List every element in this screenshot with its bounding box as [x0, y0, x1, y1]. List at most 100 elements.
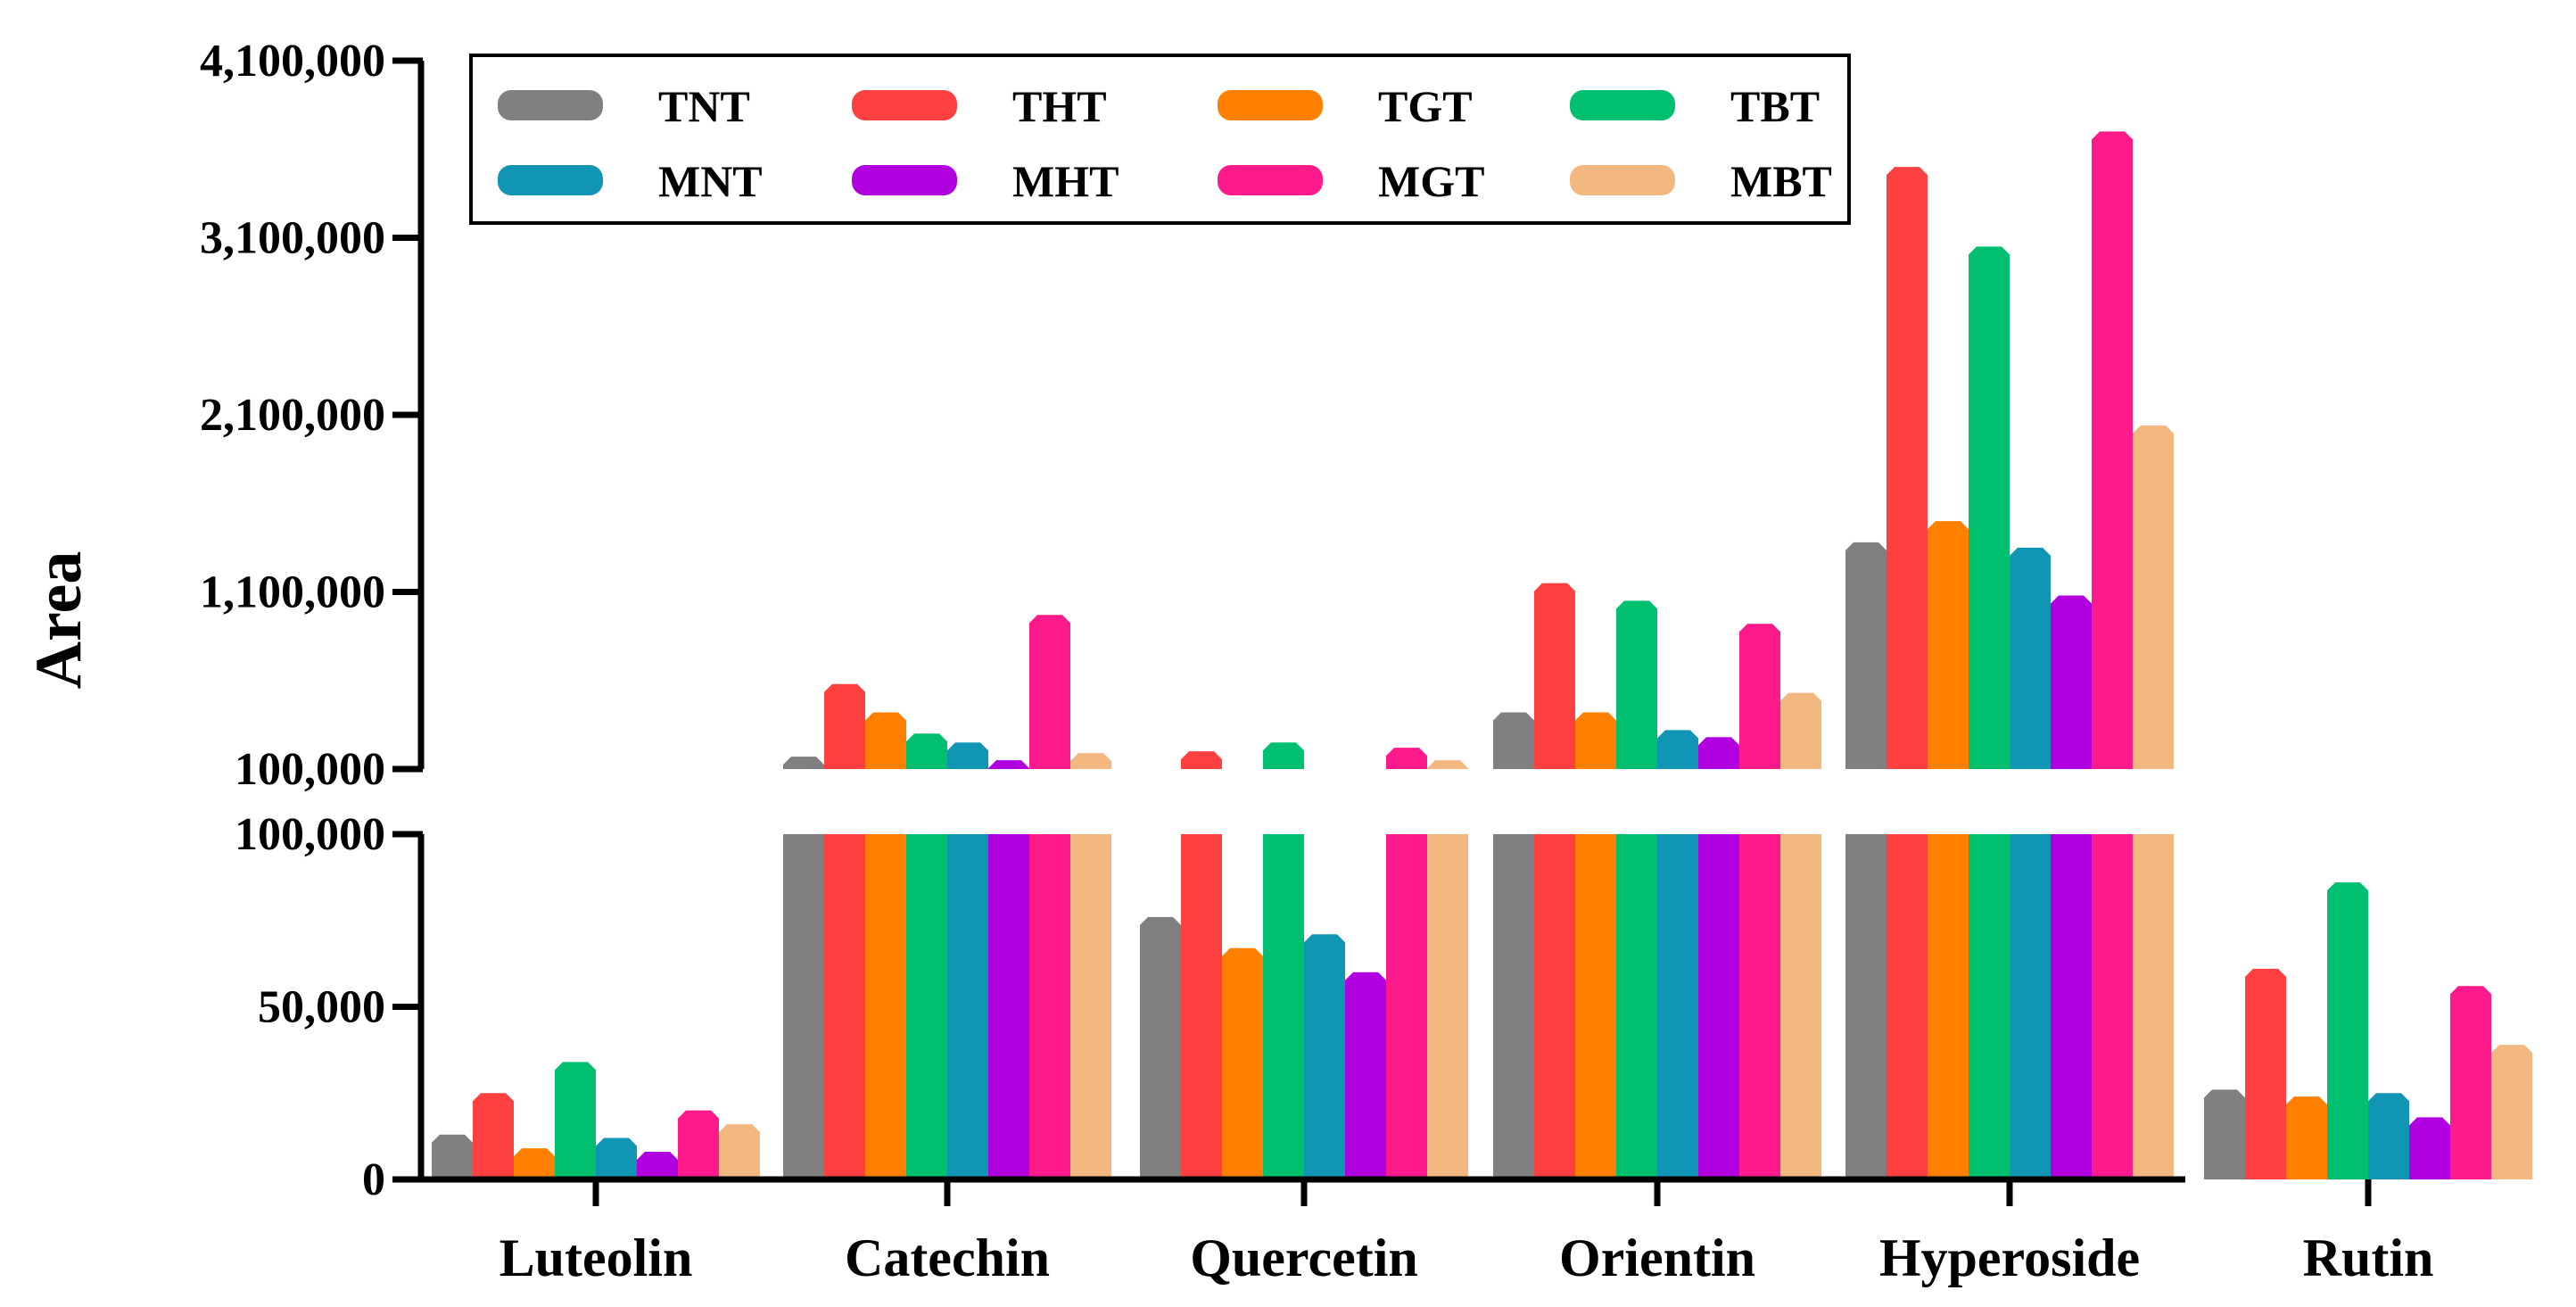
bar-orientin-mnt-lower	[1657, 834, 1698, 1179]
y-tick-upper-2-label: 2,100,000	[200, 390, 385, 441]
legend-swatch-tbt	[1570, 90, 1675, 120]
bar-quercetin-tht-lower	[1181, 834, 1222, 1179]
bar-quercetin-tnt	[1140, 916, 1181, 1179]
legend-swatch-tht	[852, 90, 957, 120]
bar-hyperoside-tgt-lower	[1928, 834, 1969, 1179]
bar-quercetin-tgt	[1222, 947, 1263, 1179]
bar-orientin-tht-upper	[1534, 583, 1575, 769]
bar-catechin-mnt-lower	[947, 834, 988, 1179]
bar-orientin-mbt-upper	[1780, 692, 1821, 769]
bar-quercetin-mht	[1345, 972, 1386, 1179]
bar-rutin-mnt	[2368, 1093, 2409, 1179]
y-tick-upper-4-label: 4,100,000	[200, 36, 385, 87]
bar-luteolin-mht	[637, 1152, 678, 1179]
bar-catechin-tgt-lower	[865, 834, 906, 1179]
bar-orientin-mht-upper	[1698, 737, 1739, 769]
category-label-orientin: Orientin	[1559, 1228, 1755, 1287]
bar-luteolin-tgt	[514, 1148, 555, 1179]
bar-catechin-mnt-upper	[947, 742, 988, 769]
bar-catechin-mbt-upper	[1070, 753, 1111, 769]
bar-quercetin-mbt-lower	[1427, 834, 1468, 1179]
bar-rutin-tgt	[2286, 1096, 2327, 1179]
bar-hyperoside-tnt-upper	[1845, 542, 1887, 769]
bar-rutin-mbt	[2491, 1045, 2532, 1179]
category-labels: Luteolin Catechin Quercetin Orientin Hyperos…	[500, 1179, 2434, 1287]
bar-catechin-tht-lower	[824, 834, 865, 1179]
bar-orientin-tbt-upper	[1616, 600, 1657, 769]
legend-label-mgt: MGT	[1378, 156, 1484, 206]
y-tick-upper-1-label: 1,100,000	[200, 567, 385, 618]
ticks-layer: 0 50,000 100,000 100,000 1,100,000 2,100,000 3…	[200, 36, 423, 1205]
bar-orientin-tbt-lower	[1616, 834, 1657, 1179]
bar-hyperoside-mht-upper	[2051, 595, 2092, 769]
y-tick-lower-2-label: 100,000	[235, 809, 385, 860]
bar-hyperoside-mnt-upper	[2010, 547, 2051, 769]
bar-quercetin-tbt-upper	[1263, 742, 1304, 769]
bar-catechin-mgt-lower	[1029, 834, 1070, 1179]
bar-hyperoside-tgt-upper	[1928, 521, 1969, 769]
bar-orientin-mht-lower	[1698, 834, 1739, 1179]
category-label-catechin: Catechin	[845, 1228, 1050, 1287]
category-label-hyperoside: Hyperoside	[1879, 1228, 2140, 1287]
bar-quercetin-mnt	[1304, 934, 1345, 1179]
bar-hyperoside-tht-lower	[1887, 834, 1928, 1179]
legend: TNT THT TGT TBT MNT MHT MGT MBT	[469, 54, 1851, 225]
bar-luteolin-mnt	[596, 1137, 637, 1179]
bar-quercetin-tht-upper	[1181, 751, 1222, 769]
y-axis-title: Area	[22, 551, 95, 690]
bar-orientin-tnt-upper	[1493, 712, 1534, 769]
bar-quercetin-mgt-upper	[1386, 748, 1427, 769]
bar-hyperoside-mnt-lower	[2010, 834, 2051, 1179]
bar-orientin-tgt-lower	[1575, 834, 1616, 1179]
bar-orientin-mbt-lower	[1780, 834, 1821, 1179]
legend-label-tbt: TBT	[1730, 81, 1820, 131]
legend-label-tnt: TNT	[658, 81, 750, 131]
bar-catechin-tbt-upper	[906, 733, 947, 769]
bar-quercetin-tbt-lower	[1263, 834, 1304, 1179]
bar-hyperoside-mgt-lower	[2092, 834, 2133, 1179]
bar-hyperoside-mgt-upper	[2092, 131, 2133, 769]
y-tick-upper-3-label: 3,100,000	[200, 213, 385, 264]
bar-quercetin-mgt-lower	[1386, 834, 1427, 1179]
bar-hyperoside-tnt-lower	[1845, 834, 1887, 1179]
legend-swatch-mht	[852, 165, 957, 195]
bar-hyperoside-tht-upper	[1887, 167, 1928, 770]
bar-quercetin-mbt-upper	[1427, 760, 1468, 769]
bar-luteolin-tht	[473, 1093, 514, 1179]
bar-catechin-mht-upper	[988, 760, 1029, 769]
bar-catechin-tgt-upper	[865, 712, 906, 769]
bar-orientin-mnt-upper	[1657, 730, 1698, 769]
bar-rutin-mgt	[2450, 986, 2491, 1179]
bar-orientin-mgt-lower	[1739, 834, 1780, 1179]
bar-catechin-tnt-upper	[783, 757, 824, 769]
bar-orientin-tnt-lower	[1493, 834, 1534, 1179]
bar-hyperoside-mht-lower	[2051, 834, 2092, 1179]
legend-label-mht: MHT	[1012, 156, 1119, 206]
category-label-rutin: Rutin	[2303, 1228, 2434, 1287]
bar-rutin-tht	[2245, 968, 2286, 1179]
legend-swatch-mgt	[1218, 165, 1323, 195]
bar-orientin-mgt-upper	[1739, 624, 1780, 769]
bar-catechin-tbt-lower	[906, 834, 947, 1179]
category-label-luteolin: Luteolin	[500, 1228, 693, 1287]
bar-catechin-mht-lower	[988, 834, 1029, 1179]
y-tick-lower-1-label: 50,000	[258, 982, 385, 1033]
bar-rutin-mht	[2409, 1117, 2450, 1179]
legend-label-tht: THT	[1012, 81, 1107, 131]
bar-catechin-tht-upper	[824, 683, 865, 769]
bar-rutin-tnt	[2204, 1089, 2245, 1179]
legend-swatch-mbt	[1570, 165, 1675, 195]
bar-rutin-tbt	[2327, 882, 2368, 1179]
bar-catechin-mgt-upper	[1029, 615, 1070, 769]
y-tick-lower-0-label: 0	[362, 1154, 385, 1205]
legend-swatch-mnt	[498, 165, 603, 195]
bar-luteolin-tbt	[555, 1062, 596, 1179]
bar-luteolin-tnt	[432, 1134, 473, 1179]
bar-orientin-tht-lower	[1534, 834, 1575, 1179]
bar-hyperoside-mbt-upper	[2133, 425, 2174, 769]
bar-orientin-tgt-upper	[1575, 712, 1616, 769]
legend-swatch-tgt	[1218, 90, 1323, 120]
legend-label-tgt: TGT	[1378, 81, 1473, 131]
bar-luteolin-mgt	[678, 1110, 719, 1179]
